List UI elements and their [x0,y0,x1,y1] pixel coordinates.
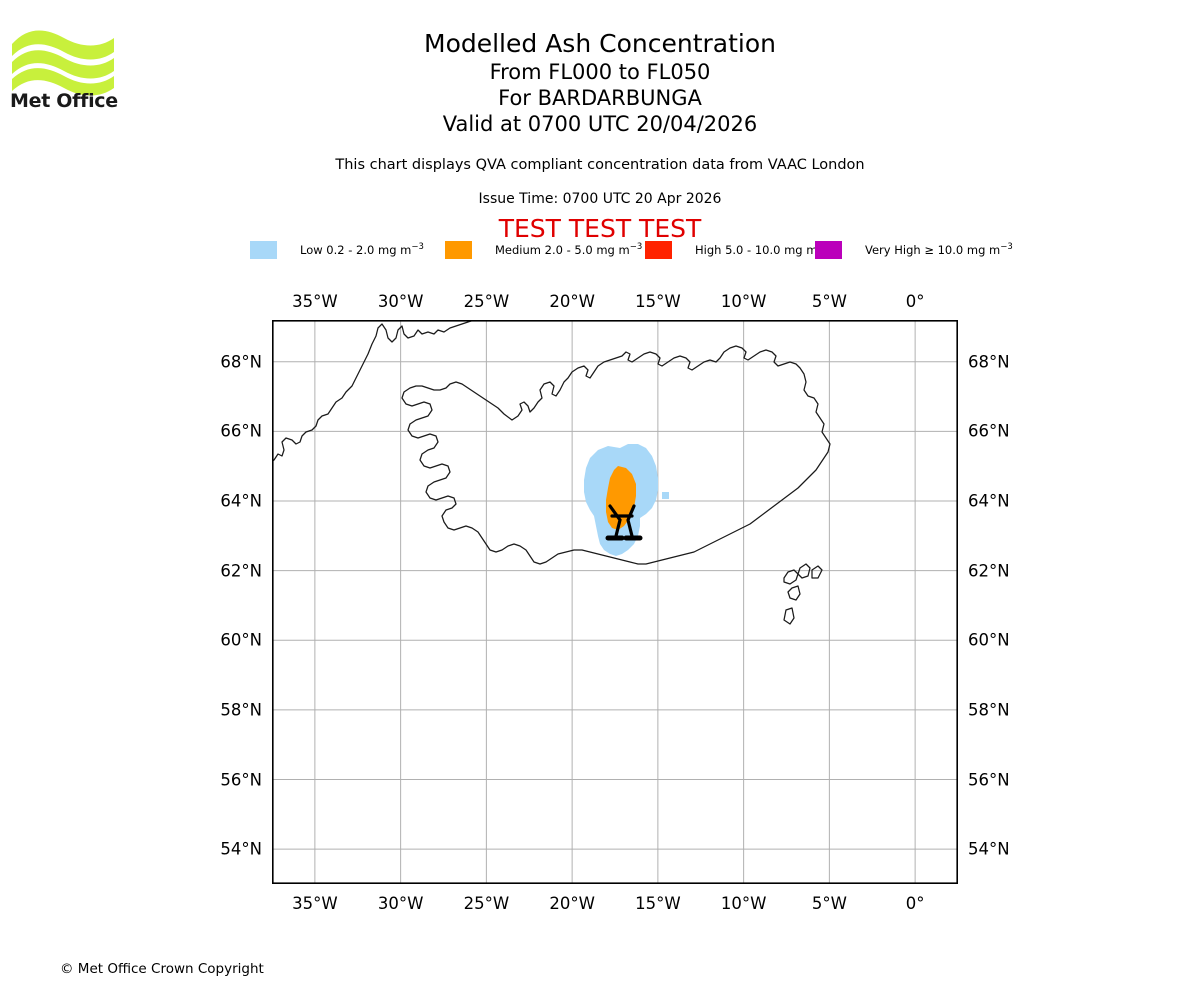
lat-tick-left-60°N: 60°N [220,630,262,650]
legend-swatch-very-high [815,241,842,259]
legend-label-very-high: Very High ≥ 10.0 mg m−3 [865,242,1013,257]
coastline-greenland [272,320,475,463]
coastline-iceland [401,345,831,565]
lon-tick-bottom-5°W: 5°W [811,894,847,913]
lat-tick-right-64°N: 64°N [968,491,1010,511]
lat-tick-left-54°N: 54°N [220,839,262,859]
lon-tick-top-20°W: 20°W [549,292,595,311]
lat-tick-right-54°N: 54°N [968,839,1010,859]
legend-item-medium: Medium 2.0 - 5.0 mg m−3 [445,240,642,260]
ash-plume-medium [606,466,636,530]
map-container [272,320,958,884]
legend-label-low: Low 0.2 - 2.0 mg m−3 [300,242,424,257]
legend-label-medium: Medium 2.0 - 5.0 mg m−3 [495,242,643,257]
legend-swatch-medium [445,241,472,259]
legend-item-high: High 5.0 - 10.0 mg m−3 [645,240,830,260]
valid-time-line: Valid at 0700 UTC 20/04/2026 [442,112,758,136]
legend-swatch-low [250,241,277,259]
lon-tick-bottom-30°W: 30°W [377,894,424,913]
lat-tick-left-58°N: 58°N [220,700,262,720]
lat-tick-right-56°N: 56°N [968,770,1010,790]
lon-tick-bottom-35°W: 35°W [292,894,338,913]
lat-tick-left-56°N: 56°N [220,770,262,790]
test-banner: TEST TEST TEST [498,214,702,243]
lon-tick-bottom-15°W: 15°W [635,894,681,913]
lon-tick-bottom-0°: 0° [905,894,925,913]
lat-tick-left-62°N: 62°N [220,561,262,581]
lon-tick-top-25°W: 25°W [463,292,510,311]
lat-tick-left-64°N: 64°N [220,491,262,511]
flight-level-line: From FL000 to FL050 [489,60,711,84]
volcano-marker-bardarbunga [605,504,643,541]
legend-swatch-high [645,241,672,259]
lat-tick-left-68°N: 68°N [220,352,262,372]
copyright-notice: © Met Office Crown Copyright [60,961,264,977]
met-office-logo [10,22,125,117]
lat-tick-right-68°N: 68°N [968,352,1010,372]
ash-plume-low-speck [662,492,669,499]
legend-item-very-high: Very High ≥ 10.0 mg m−3 [815,240,1013,260]
lon-tick-bottom-20°W: 20°W [549,894,595,913]
lat-tick-left-66°N: 66°N [220,421,262,441]
issue-time-line: Issue Time: 0700 UTC 20 Apr 2026 [478,191,722,207]
legend-item-low: Low 0.2 - 2.0 mg m−3 [250,240,424,260]
lat-tick-right-58°N: 58°N [968,700,1010,720]
legend-label-high: High 5.0 - 10.0 mg m−3 [695,243,830,257]
map-frame [272,320,958,884]
lon-tick-top-15°W: 15°W [635,292,681,311]
coastline-faroe-islands [783,563,823,625]
concentration-legend: Low 0.2 - 2.0 mg m−3 Medium 2.0 - 5.0 mg … [250,240,1013,260]
lon-tick-top-5°W: 5°W [811,292,847,311]
lon-tick-top-30°W: 30°W [377,292,424,311]
lon-tick-top-10°W: 10°W [720,292,767,311]
volcano-name-line: For BARDARBUNGA [498,86,702,110]
lat-tick-right-66°N: 66°N [968,421,1010,441]
lon-tick-bottom-25°W: 25°W [463,894,510,913]
data-source-note: This chart displays QVA compliant concen… [335,157,865,173]
met-office-wordmark: Met Office [10,90,118,112]
lon-tick-bottom-10°W: 10°W [720,894,767,913]
lon-tick-top-0°: 0° [905,292,925,311]
page-title: Modelled Ash Concentration [424,29,776,58]
lat-tick-right-60°N: 60°N [968,630,1010,650]
map-gridlines [272,320,958,884]
lat-tick-right-62°N: 62°N [968,561,1010,581]
chart-title-block: Modelled Ash Concentration From FL000 to… [0,28,1200,137]
lon-tick-top-35°W: 35°W [292,292,338,311]
